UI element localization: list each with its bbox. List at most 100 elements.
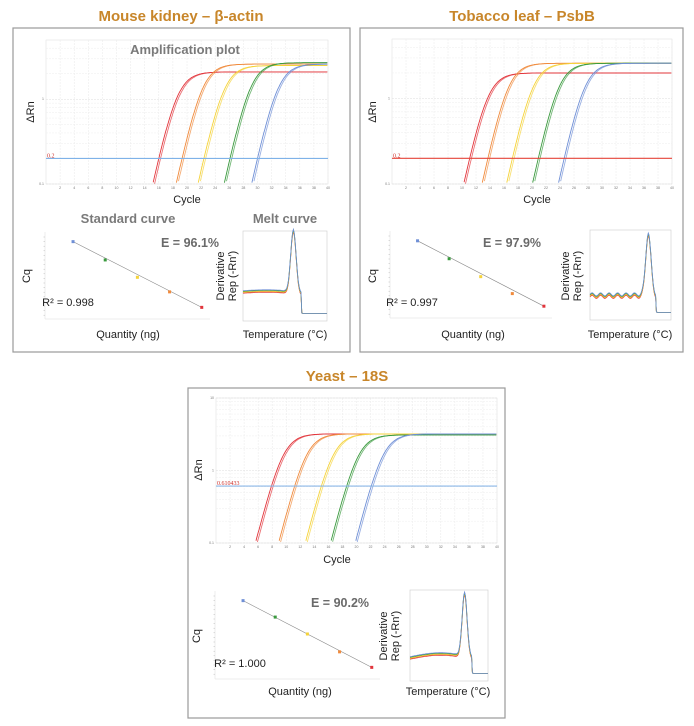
- x-tick-label: 28: [586, 186, 590, 190]
- threshold-label: 0.2: [393, 153, 401, 159]
- x-tick-label: 40: [495, 545, 499, 549]
- x-tick-label: 36: [298, 186, 302, 190]
- x-axis-label: Cycle: [173, 194, 201, 206]
- amplification-curve: [356, 433, 497, 543]
- data-point: [305, 632, 309, 636]
- r-squared-label: R² = 1.000: [214, 658, 266, 670]
- x-tick-label: 16: [502, 186, 506, 190]
- y-tick-label: 0.1: [209, 541, 214, 545]
- x-axis-label: Quantity (ng): [268, 686, 332, 698]
- x-tick-label: 40: [670, 186, 674, 190]
- fit-line: [417, 240, 545, 307]
- data-point: [370, 665, 374, 669]
- data-point: [273, 615, 277, 619]
- data-point: [103, 258, 107, 262]
- melt-curve: Temperature (°C) Derivative Rep (-Rn′): [560, 229, 672, 341]
- x-axis-label: Cycle: [523, 194, 551, 206]
- y-tick-label: 1: [212, 469, 214, 473]
- x-axis-label: Temperature (°C): [588, 329, 672, 341]
- data-point: [200, 305, 204, 309]
- y-axis-label: Cq: [21, 269, 33, 283]
- amplification-curve: [178, 63, 328, 182]
- efficiency-label: E = 90.2%: [311, 596, 369, 610]
- x-tick-label: 32: [614, 186, 618, 190]
- standard-curve: E = 90.2% R² = 1.000 Quantity (ng) Cq: [191, 591, 380, 698]
- y-axis-label-line2: Rep (-Rn′): [227, 251, 239, 301]
- x-tick-label: 2: [59, 186, 61, 190]
- x-axis-label: Quantity (ng): [441, 329, 505, 341]
- y-axis-label-line1: Derivative: [215, 252, 227, 301]
- standard-curve: E = 97.9% R² = 0.997 Quantity (ng) Cq: [367, 231, 552, 341]
- x-tick-label: 14: [488, 186, 492, 190]
- amplification-plot: 2 4 6 8 10 12 14 16 18 20 22 24 26 28 30 32 34 36 38 4010.1…: [25, 39, 330, 206]
- x-tick-label: 38: [656, 186, 660, 190]
- plot-area: [409, 589, 489, 682]
- y-tick-label: 0.1: [385, 182, 390, 186]
- x-tick-label: 40: [326, 186, 330, 190]
- x-tick-label: 34: [628, 186, 632, 190]
- y-tick-label: 1: [42, 97, 44, 101]
- x-tick-label: 14: [143, 186, 147, 190]
- x-tick-label: 8: [271, 545, 273, 549]
- x-tick-label: 28: [411, 545, 415, 549]
- y-axis-label: Cq: [191, 629, 203, 643]
- x-tick-label: 10: [460, 186, 464, 190]
- x-tick-label: 26: [227, 186, 231, 190]
- x-tick-label: 20: [355, 545, 359, 549]
- x-tick-label: 20: [530, 186, 534, 190]
- x-tick-label: 24: [383, 545, 387, 549]
- standard-curve: Standard curve E = 96.1% R² = 0.998 Quantit…: [21, 211, 219, 341]
- data-point: [447, 257, 451, 261]
- amplification-plot: 2 4 6 8 10 12 14 16 18 20 22 24 26 28 30 32 34 36 38 4010.1…: [367, 38, 674, 206]
- melt-curve: Temperature (°C) Derivative Rep (-Rn′): [378, 589, 490, 698]
- y-axis-label: Cq: [367, 269, 379, 283]
- x-tick-label: 8: [447, 186, 449, 190]
- panel-title: Tobacco leaf – PsbB: [449, 8, 595, 25]
- x-tick-label: 8: [101, 186, 103, 190]
- fit-line: [72, 241, 202, 308]
- x-axis-label: Temperature (°C): [243, 329, 327, 341]
- data-point: [168, 290, 172, 294]
- y-tick-label: 1: [388, 97, 390, 101]
- x-tick-label: 30: [600, 186, 604, 190]
- amplification-curve: [154, 71, 328, 184]
- x-tick-label: 36: [467, 545, 471, 549]
- x-axis-label: Temperature (°C): [406, 686, 490, 698]
- x-tick-label: 6: [433, 186, 435, 190]
- x-tick-label: 38: [481, 545, 485, 549]
- x-tick-label: 4: [419, 186, 421, 190]
- x-tick-label: 4: [243, 545, 245, 549]
- y-axis-label-line1: Derivative: [378, 612, 390, 661]
- amplification-plot: 2 4 6 8 10 12 14 16 18 20 22 24 26 28 30 32 34 36 38 401010…: [193, 396, 499, 566]
- x-tick-label: 6: [87, 186, 89, 190]
- x-tick-label: 22: [544, 186, 548, 190]
- melt-curve-line: [242, 227, 327, 314]
- x-tick-label: 34: [453, 545, 457, 549]
- efficiency-label: E = 96.1%: [161, 236, 219, 250]
- melt-curve-title: Melt curve: [253, 211, 317, 226]
- x-tick-label: 24: [213, 186, 217, 190]
- y-axis-label: ΔRn: [367, 101, 379, 122]
- x-axis-label: Cycle: [323, 554, 351, 566]
- x-tick-label: 30: [256, 186, 260, 190]
- panel-title: Yeast – 18S: [306, 368, 389, 385]
- data-point: [71, 240, 75, 244]
- x-tick-label: 18: [516, 186, 520, 190]
- x-tick-label: 20: [185, 186, 189, 190]
- x-tick-label: 32: [439, 545, 443, 549]
- x-tick-label: 16: [326, 545, 330, 549]
- x-tick-label: 10: [284, 545, 288, 549]
- data-point: [542, 304, 546, 308]
- melt-curve-line: [589, 231, 671, 313]
- x-tick-label: 26: [397, 545, 401, 549]
- amplification-curve: [226, 62, 328, 182]
- x-tick-label: 26: [572, 186, 576, 190]
- melt-curve: Melt curve Temperature (°C) Derivative Rep …: [215, 211, 328, 341]
- x-tick-label: 36: [642, 186, 646, 190]
- plot-area: [589, 229, 672, 321]
- data-point: [338, 650, 342, 654]
